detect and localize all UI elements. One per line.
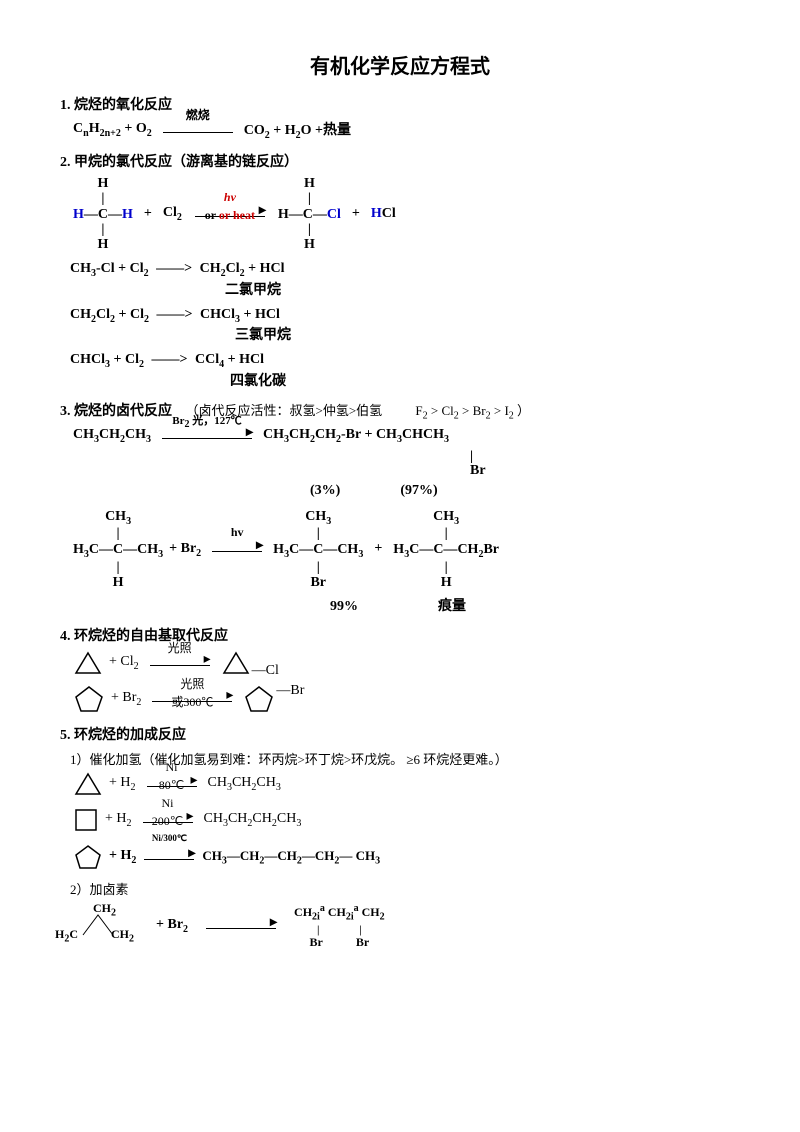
percentages: (3%)(97%): [310, 483, 740, 499]
ni-label: Ni: [162, 796, 174, 811]
pentane-product: CH3—CH2—CH2—CH2— CH3: [202, 848, 380, 867]
triangle-icon: [221, 650, 251, 676]
equation-3b: CH3| H3C—C—CH3| H + Br2 hv ▸ CH3| H3C—C—…: [70, 509, 740, 591]
pentagon-icon: [243, 684, 275, 714]
section-4-header: 4. 环烷烃的自由基取代反应: [60, 625, 740, 645]
butane-product: CH3CH2CH2CH3: [204, 811, 302, 829]
products-text: CH3CH2CH2-Br + CH3CHCH3: [263, 427, 449, 445]
isobutyl-bromide: CH3| H3C—C—CH2Br| H: [393, 509, 499, 591]
temp-label: 或300℃: [171, 693, 213, 710]
section-3-header: 3. 烷烃的卤代反应 （卤代反应活性：叔氢>仲氢>伯氢 F2 > Cl2 > B…: [60, 400, 740, 422]
chloromethane-structure: H| H—C—Cl| H: [278, 176, 341, 253]
compound-name: 四氯化碳: [230, 370, 740, 390]
equation-2a: CH3-Cl + Cl2 ——> CH2Cl2 + HCl 二氯甲烷: [70, 261, 740, 299]
hv-label: hv: [231, 525, 244, 540]
heat-label: or or heat: [205, 208, 255, 223]
h2-text: + H2: [109, 848, 136, 866]
cl2-text: Cl2: [163, 205, 182, 223]
equation-4b: + Br2 光照 ▸ 或300℃ —Br: [70, 684, 740, 714]
isobutane-structure: CH3| H3C—C—CH3| H: [73, 509, 163, 591]
plus-text: +: [144, 206, 152, 222]
methane-structure: H| H—C—H| H: [73, 176, 133, 253]
propane-product: CH3CH2CH3: [208, 775, 281, 793]
pentagon-icon: [73, 684, 105, 714]
yield-labels: 99%痕量: [330, 595, 740, 615]
cl-substituent: —Cl: [252, 663, 279, 679]
light-label: 光照: [168, 639, 192, 656]
h2-text: + H2: [109, 775, 136, 793]
propane-text: CH3CH2CH3: [73, 427, 151, 445]
hcl-text: HCl: [371, 206, 396, 222]
reactant-text: CnH2n+2 + O2: [73, 121, 152, 139]
triangle-icon: [73, 650, 103, 676]
plus-br2: + Br2: [156, 917, 188, 935]
page-title: 有机化学反应方程式: [60, 50, 740, 79]
equation-2-structural: H| H—C—H| H + Cl2 hv ▸ or or heat H| H—C…: [70, 176, 740, 253]
section-2-header: 2. 甲烷的氯代反应（游离基的链反应）: [60, 151, 740, 171]
plus-text: +: [352, 206, 360, 222]
square-icon: [73, 807, 99, 833]
equation-2b: CH2Cl2 + Cl2 ——> CHCl3 + HCl 三氯甲烷: [70, 307, 740, 345]
temp-label: 80℃: [159, 778, 184, 793]
cyclopropane-structure: CH2 H2C CH2: [73, 910, 123, 943]
tert-butyl-bromide: CH3| H3C—C—CH3| Br: [273, 509, 363, 591]
plus-br2: + Br2: [169, 541, 201, 559]
product-text: CO2 + H2O +热量: [244, 119, 351, 141]
compound-name: 二氯甲烷: [225, 279, 740, 299]
section-1-header: 1. 烷烃的氧化反应: [60, 94, 740, 114]
h2-text: + H2: [105, 811, 132, 829]
equation-4a: + Cl2 光照 ▸ —Cl: [70, 650, 740, 676]
cl2-text: + Cl2: [109, 654, 139, 672]
equation-5d: CH2 H2C CH2 + Br2 ▸ CH2ia CH2ia CH2 | | …: [70, 903, 740, 949]
equation-1: CnH2n+2 + O2 燃烧 CO2 + H2O +热量: [70, 119, 740, 141]
br-substituent: |Br: [470, 450, 740, 478]
equation-5a: + H2 Ni ▸ 80℃ CH3CH2CH3: [70, 771, 740, 797]
arrow-condition: Br2 光，127℃: [172, 412, 241, 430]
equation-3a: CH3CH2CH3 Br2 光，127℃ ▸ CH3CH2CH2-Br + CH…: [70, 427, 740, 445]
br-substituent: —Br: [276, 683, 304, 699]
arrow-label: 燃烧: [186, 106, 210, 123]
triangle-icon: [73, 771, 103, 797]
equation-2c: CHCl3 + Cl2 ——> CCl4 + HCl 四氯化碳: [70, 352, 740, 390]
hv-label: hv: [224, 190, 236, 205]
equation-5c: + H2 Ni/300℃ ▸ CH3—CH2—CH2—CH2— CH3: [70, 843, 740, 871]
ni-label: Ni: [166, 760, 178, 775]
pentagon-icon: [73, 843, 103, 871]
section-5-sub2: 2）加卤素: [70, 879, 740, 898]
equation-5b: + H2 Ni ▸ 200℃ CH3CH2CH2CH3: [70, 807, 740, 833]
temp-label: 200℃: [152, 814, 183, 829]
compound-name: 三氯甲烷: [235, 324, 740, 344]
light-label: 光照: [180, 675, 204, 692]
dibromopropane: CH2ia CH2ia CH2 | | Br Br: [294, 903, 385, 949]
ni300-label: Ni/300℃: [152, 833, 187, 844]
br2-text: + Br2: [111, 690, 141, 708]
section-5-header: 5. 环烷烃的加成反应: [60, 724, 740, 744]
